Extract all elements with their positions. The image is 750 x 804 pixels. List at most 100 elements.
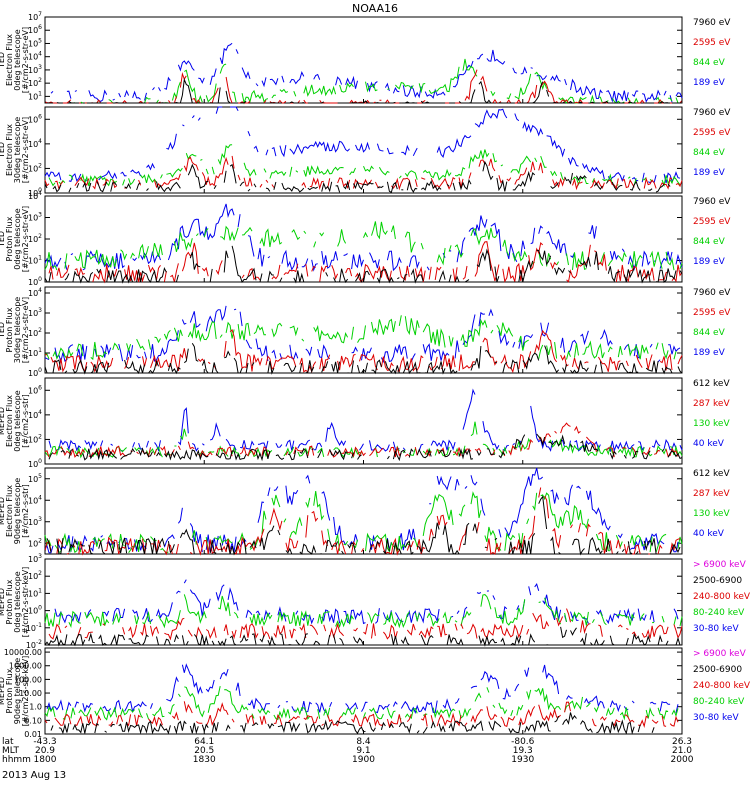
x-tick-label: 2000: [671, 755, 694, 765]
series-trace-black: [46, 495, 681, 556]
plot-frame: [44, 647, 683, 735]
x-tick-label: 21.0: [672, 746, 692, 756]
y-tick-label: 100: [28, 605, 42, 616]
panel-1: 101 102 103 104 105 106 107 TEDElectron Flux0de…: [0, 11, 731, 105]
x-tick-label: -80.6: [511, 737, 535, 747]
series-trace-blue: [48, 388, 683, 453]
x-tick-label: 20.5: [194, 746, 214, 756]
chart-title: NOAA16: [352, 2, 398, 15]
series-trace-black: [44, 626, 682, 647]
series-trace-blue: [44, 106, 681, 184]
y-axis-label: MEPEDElectron Flux0deg telescope[#/cm2-s…: [0, 390, 30, 451]
series-trace-red: [44, 487, 681, 556]
legend-entry: 844 eV: [693, 328, 726, 338]
panel-3: 100 101 102 103 104 TEDProton Flux0deg telesc…: [0, 190, 731, 287]
y-tick-label: 103: [28, 307, 42, 318]
legend-entry: 130 keV: [693, 509, 730, 519]
x-row-name: lat: [2, 737, 14, 747]
plot-frame: [44, 16, 683, 104]
legend-entry: 844 eV: [693, 148, 726, 158]
x-row-name: MLT: [2, 746, 20, 756]
series-trace-black: [48, 433, 683, 462]
x-tick-label: 19.3: [513, 746, 533, 756]
legend-entry: 2595 eV: [693, 38, 731, 48]
legend-entry: 7960 eV: [693, 288, 731, 298]
legend-entry: 189 eV: [693, 348, 726, 358]
y-tick-label: 100: [28, 458, 42, 469]
y-tick-label: 101: [28, 587, 42, 598]
y-tick-label: 1000.00: [9, 662, 42, 671]
panels-group: 101 102 103 104 105 106 107 TEDElectron Flux0de…: [0, 11, 750, 739]
series-trace-blue: [46, 663, 679, 714]
legend-entry: 2595 eV: [693, 128, 731, 138]
y-axis-label: TEDProton Flux30deg telescope[#/cm2-s-st…: [0, 297, 30, 364]
series-trace-green: [45, 686, 682, 720]
y-axis-label: TEDProton Flux0deg telescope[#/cm2-s-str…: [0, 206, 30, 272]
legend-entry: 30-80 keV: [693, 713, 739, 723]
legend-entry: 287 keV: [693, 489, 730, 499]
y-tick-label: 100: [28, 276, 42, 287]
y-tick-label: 10-2: [26, 639, 42, 650]
legend-entry: 130 keV: [693, 419, 730, 429]
y-tick-label: 102: [28, 537, 42, 548]
series-trace-green: [44, 491, 683, 554]
y-tick-label: 103: [28, 553, 42, 564]
y-tick-label: 105: [28, 473, 42, 484]
series-trace-black: [44, 245, 683, 284]
y-tick-label: 100: [28, 187, 42, 198]
x-tick-label: 8.4: [356, 737, 371, 747]
legend-entry: 2595 eV: [693, 217, 731, 227]
y-tick-label: 101: [28, 255, 42, 266]
y-tick-label: 1.0: [29, 703, 42, 712]
y-tick-label: 105: [28, 37, 42, 48]
x-tick-label: 1930: [511, 755, 534, 765]
y-tick-label: 103: [28, 212, 42, 223]
x-tick-label: -43.3: [33, 737, 56, 747]
legend-entry: 287 keV: [693, 399, 730, 409]
y-tick-label: 102: [28, 233, 42, 244]
panel-8: 0.01 0.10 1.0 10.00 100.00 1000.00 10000.00MEP…: [0, 647, 750, 739]
series-trace-red: [44, 329, 683, 374]
y-tick-label: 101: [28, 347, 42, 358]
legend-entry: 2595 eV: [693, 308, 731, 318]
legend-entry: > 6900 keV: [693, 560, 747, 570]
y-tick-label: 100: [28, 367, 42, 378]
legend-entry: 844 eV: [693, 237, 726, 247]
series-trace-black: [44, 343, 683, 375]
y-tick-label: 102: [28, 327, 42, 338]
x-tick-label: 20.9: [35, 746, 55, 756]
y-tick-label: 100.00: [14, 675, 42, 684]
legend-entry: 80-240 keV: [693, 608, 745, 618]
y-tick-label: 104: [28, 287, 42, 298]
date-label: 2013 Aug 13: [2, 770, 66, 781]
legend-entry: 189 eV: [693, 78, 726, 88]
y-tick-label: 102: [28, 570, 42, 581]
y-tick-label: 104: [28, 494, 42, 505]
y-tick-label: 104: [28, 190, 42, 201]
legend-entry: 189 eV: [693, 168, 726, 178]
panel-7: 10-2 10-1 100 101 102 103 MEPEDProton Flux0deg…: [0, 553, 750, 650]
x-tick-label: 9.1: [356, 746, 370, 756]
legend-entry: 30-80 keV: [693, 624, 739, 634]
x-tick-label: 1900: [352, 755, 375, 765]
legend-entry: 7960 eV: [693, 108, 731, 118]
y-tick-label: 102: [28, 162, 42, 173]
series-trace-blue: [50, 42, 683, 103]
y-tick-label: 0.10: [24, 716, 42, 725]
y-tick-label: 10-1: [26, 622, 42, 633]
y-tick-label: 107: [28, 11, 42, 22]
x-row-name: hhmm: [2, 755, 31, 765]
x-tick-label: 26.3: [672, 737, 692, 747]
series-trace-green: [48, 144, 681, 188]
legend-entry: 2500-6900: [693, 665, 742, 675]
legend-entry: 80-240 keV: [693, 697, 745, 707]
y-tick-label: 103: [28, 516, 42, 527]
y-axis-label: MEPEDElectron Flux90deg telescope[#/cm2-…: [0, 478, 30, 545]
series-trace-black: [47, 77, 682, 104]
legend-entry: 612 keV: [693, 379, 730, 389]
